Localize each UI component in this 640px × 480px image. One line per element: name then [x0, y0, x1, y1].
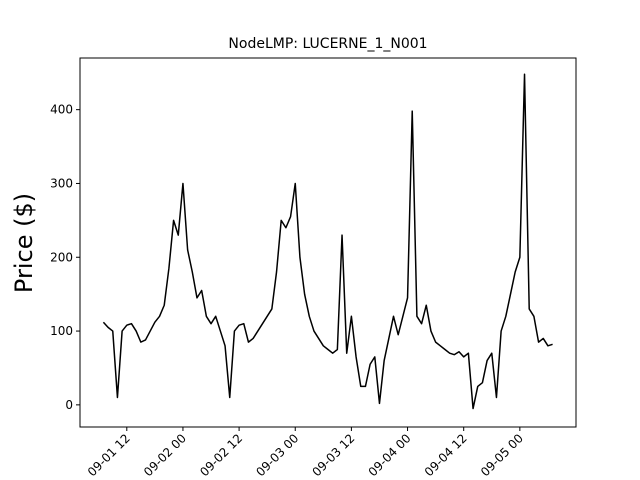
- y-tick-label: 100: [50, 324, 73, 338]
- y-tick-label: 0: [65, 398, 73, 412]
- price-line: [102, 73, 553, 410]
- chart-title: NodeLMP: LUCERNE_1_N001: [228, 36, 427, 52]
- y-axis-label: Price ($): [10, 193, 38, 293]
- y-tick-label: 200: [50, 250, 73, 264]
- y-tick-label: 300: [50, 176, 73, 190]
- axes-frame: [79, 57, 577, 428]
- y-tick-label: 400: [50, 103, 73, 117]
